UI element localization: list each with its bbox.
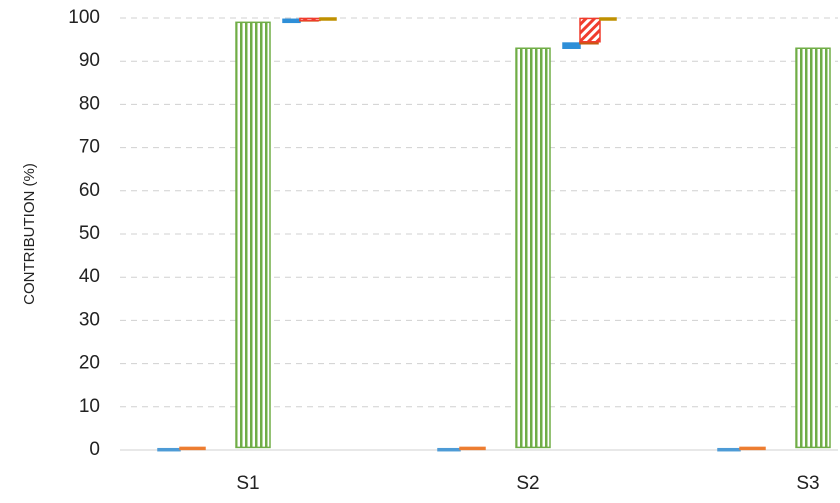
bar: [515, 47, 551, 449]
bar: [319, 17, 337, 21]
bar: [282, 18, 301, 24]
y-tick-label: 40: [79, 266, 100, 287]
bar: [579, 17, 601, 43]
y-tick-label: 30: [79, 309, 100, 330]
y-tick-label: 70: [79, 137, 100, 158]
x-tick-label: S1: [236, 473, 259, 494]
x-tick-label: S2: [516, 473, 539, 494]
bar: [179, 446, 206, 451]
y-tick-label: 0: [89, 439, 100, 460]
x-tick-label: S3: [796, 473, 819, 494]
bar: [235, 21, 271, 449]
bar: [599, 17, 617, 21]
y-tick-label: 80: [79, 93, 100, 114]
y-tick-label: 60: [79, 180, 100, 201]
bar: [157, 447, 181, 452]
y-axis-label: CONTRIBUTION (%): [21, 163, 38, 305]
bar: [562, 42, 581, 49]
bar: [459, 446, 486, 451]
y-tick-label: 10: [79, 396, 100, 417]
bar: [299, 17, 321, 22]
bar: [795, 47, 831, 449]
bar: [717, 447, 741, 452]
bar: [437, 447, 461, 452]
y-tick-label: 100: [68, 7, 100, 28]
y-tick-label: 20: [79, 353, 100, 374]
y-tick-label: 90: [79, 50, 100, 71]
bar: [739, 446, 766, 451]
y-tick-label: 50: [79, 223, 100, 244]
